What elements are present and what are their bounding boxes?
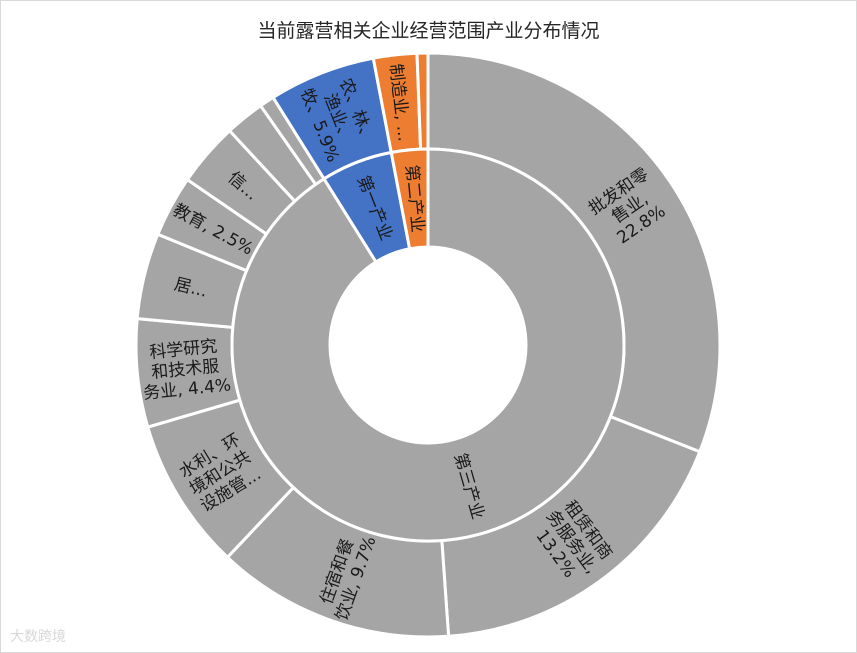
inner-slice-第三产业-0: [230, 147, 626, 543]
inner-ring: [230, 147, 626, 543]
outer-ring: [134, 51, 722, 639]
inner-slice-第二产业-2: [389, 147, 430, 251]
chart-title: 当前露营相关企业经营范围产业分布情况: [257, 20, 600, 42]
outer-label-科学研究和技术服务业-4-4--4: 科学研究和技术服务业, 4.4%: [139, 336, 232, 404]
watermark: 大数跨境: [10, 629, 66, 645]
outer-slice-unlabeled-1: [415, 51, 430, 151]
outer-label-农-林-渔业-牧-5-9--10: 农、林、渔业、牧、5.9%: [296, 71, 380, 165]
